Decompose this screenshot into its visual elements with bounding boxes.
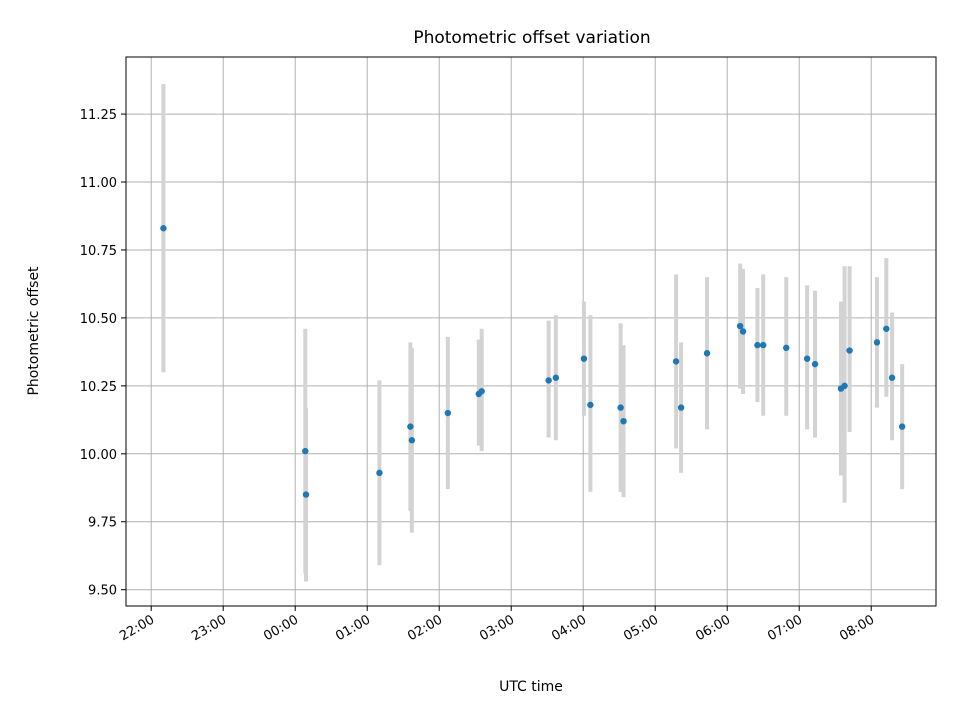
data-point (736, 322, 744, 330)
y-tick-label: 9.75 (88, 516, 117, 531)
x-tick-label: 02:00 (405, 612, 445, 644)
x-tick-label: 04:00 (549, 612, 589, 644)
y-tick-label: 10.25 (80, 380, 117, 395)
data-point (677, 404, 685, 411)
data-point (545, 377, 552, 384)
data-point (160, 225, 167, 232)
y-tick-label: 10.50 (80, 312, 117, 327)
data-point (883, 325, 890, 332)
data-point (620, 417, 627, 425)
y-axis-label: Photometric offset (26, 266, 42, 396)
data-point (407, 423, 414, 430)
data-point (803, 355, 811, 362)
y-tick-label: 11.00 (80, 176, 117, 191)
data-point (672, 358, 680, 365)
y-axis-ticks: 9.50 9.75 10.00 10.25 10.50 10.75 11.00 11.25 (80, 108, 126, 599)
x-tick-label: 22:00 (117, 612, 157, 644)
data-point (846, 347, 853, 354)
x-tick-label: 01:00 (333, 612, 373, 644)
data-point (617, 404, 624, 411)
data-point (783, 344, 790, 352)
data-point (873, 339, 881, 346)
y-tick-label: 11.25 (80, 108, 117, 123)
data-point (302, 447, 309, 455)
x-tick-label: 06:00 (693, 612, 733, 644)
error-bars (161, 84, 905, 582)
x-tick-label: 03:00 (477, 612, 517, 644)
x-tick-label: 00:00 (261, 612, 301, 644)
data-point (444, 409, 452, 417)
data-point (703, 350, 711, 357)
data-point (580, 355, 588, 362)
x-tick-label: 07:00 (765, 612, 805, 644)
data-point (888, 374, 896, 381)
chart-title: Photometric offset variation (413, 28, 650, 48)
x-axis-label: UTC time (499, 679, 563, 695)
y-tick-label: 10.00 (80, 448, 117, 463)
data-point (739, 328, 747, 335)
x-tick-label: 08:00 (837, 612, 877, 644)
data-point (811, 360, 819, 368)
data-points (160, 225, 906, 498)
data-point (552, 374, 560, 381)
x-axis-ticks: 22:00 23:00 00:00 01:00 02:00 03:00 04:00 05:00… (117, 606, 877, 644)
x-tick-label: 05:00 (621, 612, 661, 644)
plot-frame (125, 56, 937, 607)
data-point (478, 388, 485, 395)
data-point (898, 423, 906, 430)
x-tick-label: 23:00 (189, 612, 229, 644)
grid (126, 57, 936, 606)
data-point (376, 469, 383, 477)
data-point (302, 491, 310, 498)
data-point (754, 341, 761, 349)
data-point (587, 401, 594, 409)
y-tick-label: 10.75 (80, 244, 117, 259)
data-point (841, 382, 848, 390)
data-point (408, 437, 416, 444)
data-point (760, 341, 767, 349)
y-tick-label: 9.50 (88, 584, 117, 599)
